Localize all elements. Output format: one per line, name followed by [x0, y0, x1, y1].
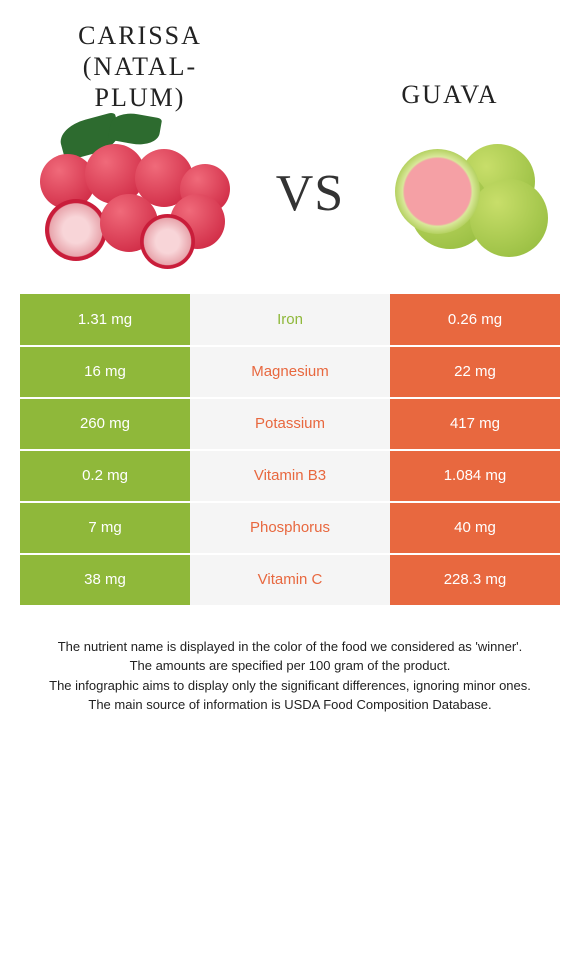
title-text: GUAVA: [401, 80, 498, 109]
right-value: 228.3 mg: [390, 554, 560, 606]
nutrient-name: Magnesium: [190, 346, 390, 398]
footer-line: The nutrient name is displayed in the co…: [20, 637, 560, 657]
footer-line: The amounts are specified per 100 gram o…: [20, 656, 560, 676]
carissa-image: [30, 114, 230, 274]
table-row: 7 mgPhosphorus40 mg: [20, 502, 560, 554]
nutrient-name: Iron: [190, 294, 390, 346]
nutrient-table: 1.31 mgIron0.26 mg16 mgMagnesium22 mg260…: [20, 294, 560, 607]
guava-image: [390, 114, 550, 274]
left-value: 1.31 mg: [20, 294, 190, 346]
nutrient-name: Potassium: [190, 398, 390, 450]
right-value: 22 mg: [390, 346, 560, 398]
right-value: 40 mg: [390, 502, 560, 554]
left-value: 260 mg: [20, 398, 190, 450]
right-value: 417 mg: [390, 398, 560, 450]
nutrient-name: Vitamin B3: [190, 450, 390, 502]
table-row: 38 mgVitamin C228.3 mg: [20, 554, 560, 606]
left-value: 0.2 mg: [20, 450, 190, 502]
left-value: 16 mg: [20, 346, 190, 398]
nutrient-name: Phosphorus: [190, 502, 390, 554]
nutrient-name: Vitamin C: [190, 554, 390, 606]
title-text: PLUM): [95, 83, 186, 112]
right-value: 1.084 mg: [390, 450, 560, 502]
left-fruit-title: CARISSA (NATAL- PLUM): [40, 20, 240, 114]
table-row: 260 mgPotassium417 mg: [20, 398, 560, 450]
table-row: 16 mgMagnesium22 mg: [20, 346, 560, 398]
right-fruit-title: GUAVA: [360, 80, 540, 110]
title-text: (NATAL-: [83, 52, 197, 81]
footer-notes: The nutrient name is displayed in the co…: [0, 607, 580, 715]
left-value: 38 mg: [20, 554, 190, 606]
right-value: 0.26 mg: [390, 294, 560, 346]
footer-line: The infographic aims to display only the…: [20, 676, 560, 696]
left-value: 7 mg: [20, 502, 190, 554]
table-row: 0.2 mgVitamin B31.084 mg: [20, 450, 560, 502]
table-row: 1.31 mgIron0.26 mg: [20, 294, 560, 346]
title-text: CARISSA: [78, 21, 202, 50]
footer-line: The main source of information is USDA F…: [20, 695, 560, 715]
vs-label: VS: [276, 164, 344, 223]
